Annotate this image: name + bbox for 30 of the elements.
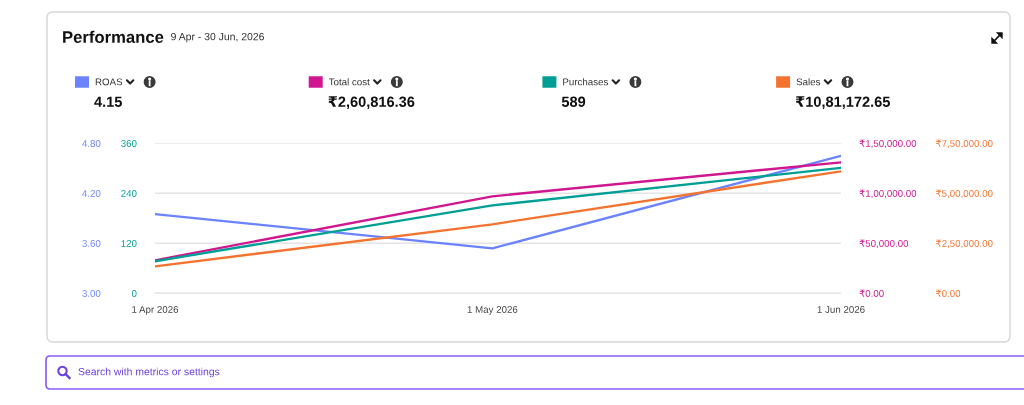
legend-label: Total cost [328,78,370,86]
x-tick-label: 1 Jun 2026 [817,306,865,313]
y2-tick-label: ₹5,00,000.00 [935,189,993,199]
y-tick-label: 3.00 [82,290,101,297]
text: 589 [561,96,586,107]
y2-tick-label: ₹1,50,000.00 [859,139,917,149]
y2-tick-label: ₹50,000.00 [859,239,909,249]
y-tick-label: 240 [121,190,137,197]
chart-title: Performance [63,30,164,43]
legend-label: Sales [796,78,821,86]
y-tick-label: 120 [121,240,137,247]
y2-tick-label: ₹1,00,000.00 [859,189,917,199]
legend-label: Purchases [563,78,608,86]
legend-label: ROAS [95,78,123,86]
y-tick-label: 360 [121,140,137,147]
text: Search with metrics or settings [78,367,220,378]
y-tick-label: 4.80 [82,140,101,147]
y-tick-label: 3.60 [82,240,101,247]
x-tick-label: 1 Apr 2026 [132,306,179,315]
chart-subtitle: 9 Apr - 30 Jun, 2026 [171,32,264,43]
y-tick-label: 0 [131,290,137,297]
y2-tick-label: ₹2,50,000.00 [935,239,993,249]
x-tick-label: 1 May 2026 [467,306,518,315]
text: 4.15 [94,96,122,107]
text: ₹10,81,172.65 [795,96,890,110]
y2-tick-label: ₹7,50,000.00 [935,139,993,149]
y2-tick-label: ₹0.00 [935,289,961,297]
y-tick-label: 4.20 [82,190,101,197]
y2-tick-label: ₹0.00 [859,289,884,297]
text: ₹2,60,816.36 [328,96,415,110]
